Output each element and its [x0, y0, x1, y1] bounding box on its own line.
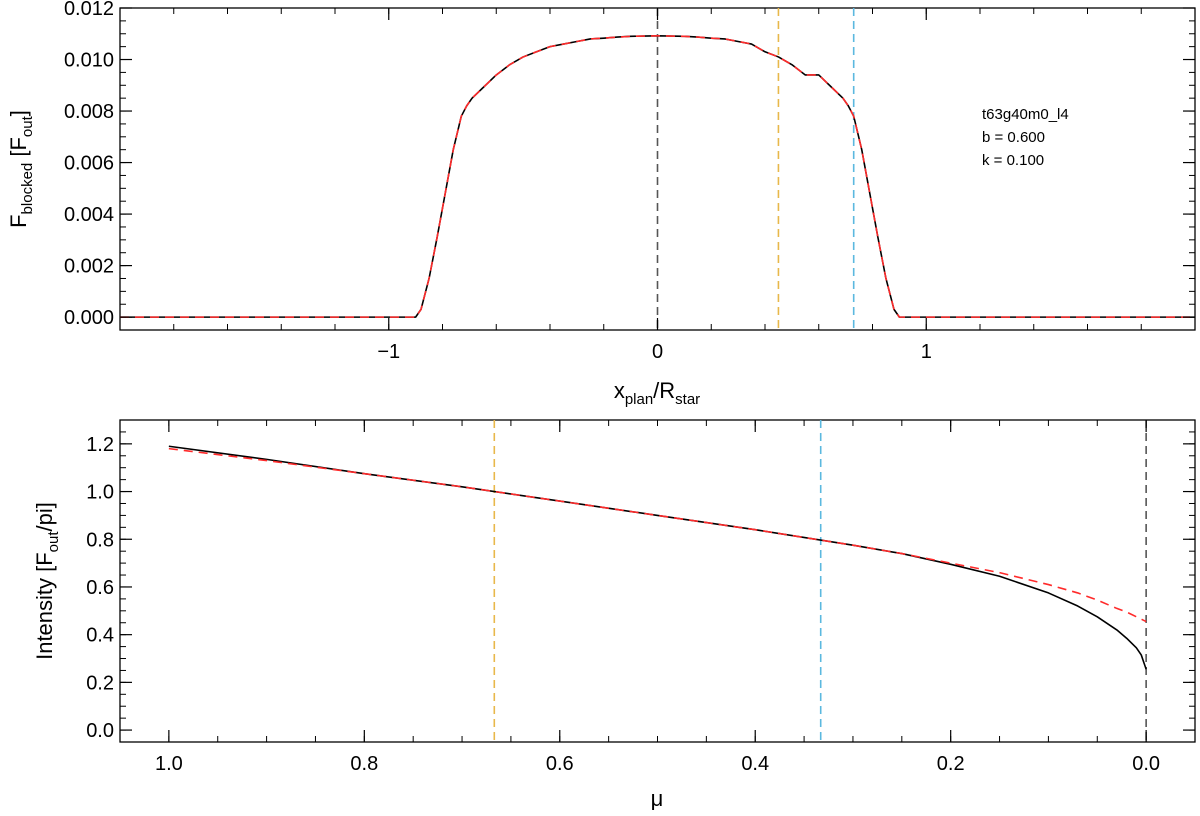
- bottom-series: [168, 445, 1147, 670]
- annotation-model: t63g40m0_l4: [982, 106, 1069, 123]
- top-y-axis-title: Fblocked [Fout]: [6, 110, 36, 228]
- top-vlines: [656, 8, 855, 330]
- bottom-xtick-label: 0.6: [546, 753, 574, 775]
- bottom-series-solid: [168, 445, 1147, 670]
- bottom-ytick-label: 1.0: [86, 482, 114, 504]
- bottom-ytick-label: 0.4: [86, 625, 114, 647]
- bottom-ytick-label: 0.2: [86, 672, 114, 694]
- top-xtick-label: −1: [377, 341, 400, 363]
- top-series: [120, 35, 1195, 318]
- bottom-panel: 1.0 0.8 0.6 0.4 0.2 0.00.00.20.40.60.81.01.2 …: [32, 419, 1196, 811]
- annotation-b: b = 0.600: [982, 129, 1045, 146]
- bottom-ytick-label: 1.2: [86, 434, 114, 456]
- bottom-series-dashed: [168, 447, 1147, 623]
- top-ytick-label: 0.008: [64, 101, 114, 123]
- top-ytick-label: 0.006: [64, 153, 114, 175]
- bottom-ytick-label: 0.6: [86, 577, 114, 599]
- bottom-plot-area: 1.0 0.8 0.6 0.4 0.2 0.0 0.0 0.2 0.4 0.6 0.8 1.0 1.2: [86, 419, 1196, 775]
- top-xtick-label: 0: [652, 341, 663, 363]
- top-series-dashed: [120, 35, 1195, 318]
- bottom-vlines: [493, 420, 1147, 742]
- annotation-k: k = 0.100: [982, 152, 1044, 169]
- top-ytick-label: 0.012: [64, 0, 114, 20]
- top-xtick-label: 1: [921, 341, 932, 363]
- top-ytick-label: 0.010: [64, 50, 114, 72]
- bottom-xtick-label: 0.4: [741, 753, 769, 775]
- top-plot-area: −1 0 1 0.000 0.002 0.004 0.006 0.008 0.010 0.012: [64, 0, 1196, 363]
- bottom-x-axis-title: μ: [651, 786, 664, 811]
- bottom-xtick-label: 0.2: [937, 753, 965, 775]
- bottom-ytick-label: 0.8: [86, 529, 114, 551]
- bottom-ytick-label: 0.0: [86, 720, 114, 742]
- bottom-xtick-label: 1.0: [155, 753, 183, 775]
- top-x-axis-title: xplan/Rstar: [614, 378, 700, 408]
- top-ticks: −1 0 1 0.000 0.002 0.004 0.006 0.008 0.010 0.012: [64, 0, 1196, 363]
- bottom-y-axis-title: Intensity [Fout/pi]: [32, 502, 62, 660]
- bottom-xtick-label: 0.0: [1132, 753, 1160, 775]
- bottom-ticks: 1.0 0.8 0.6 0.4 0.2 0.0 0.0 0.2 0.4 0.6 0.8 1.0 1.2: [86, 419, 1196, 775]
- top-ytick-label: 0.004: [64, 204, 114, 226]
- top-annotations: t63g40m0_l4 b = 0.600 k = 0.100: [982, 106, 1069, 169]
- top-ytick-label: 0.002: [64, 256, 114, 278]
- top-panel: −1 0 10.0000.0020.0040.0060.0080.0100.012 …: [6, 0, 1196, 408]
- bottom-xtick-label: 0.8: [350, 753, 378, 775]
- top-ytick-label: 0.000: [64, 307, 114, 329]
